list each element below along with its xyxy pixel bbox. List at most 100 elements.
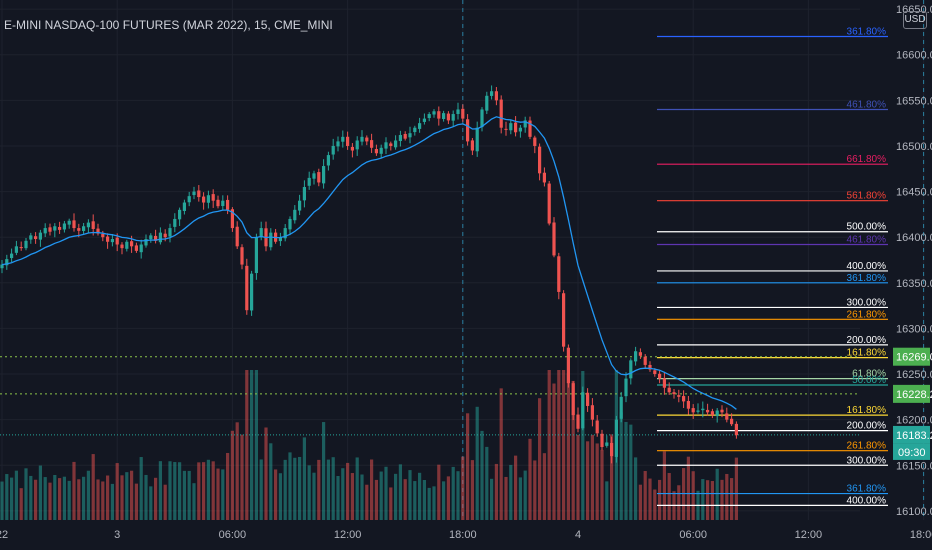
volume-bar (134, 483, 138, 520)
candle-body (34, 236, 38, 240)
candle-body (158, 232, 162, 243)
volume-bar (0, 481, 4, 520)
price-tick-label: 16450.00 (896, 187, 932, 199)
volume-bar (710, 481, 714, 520)
candle-body (586, 392, 590, 406)
candle-body (446, 113, 450, 121)
candle-body (14, 246, 18, 253)
volume-bar (706, 480, 710, 520)
price-tag-box (893, 384, 930, 403)
volume-bar (120, 475, 124, 520)
time-tick-label: 18:00 (910, 529, 932, 541)
volume-bar (691, 471, 695, 520)
volume-bar (346, 462, 350, 520)
fib-level-label: 61.80% (852, 369, 886, 380)
candle-body (77, 228, 81, 231)
candle-body (302, 187, 306, 201)
candle-body (38, 232, 42, 240)
volume-bar (475, 406, 479, 520)
volume-bar (336, 475, 340, 520)
candle-body (725, 413, 729, 420)
volume-bar (350, 473, 354, 520)
volume-bar (245, 370, 249, 520)
volume-bar (715, 468, 719, 520)
candle-body (110, 239, 114, 243)
candle-body (629, 360, 633, 379)
volume-bar (394, 473, 398, 520)
candle-body (134, 245, 138, 251)
candle-body (672, 392, 676, 395)
volume-bar (485, 446, 489, 520)
volume-bar (619, 412, 623, 520)
candle-body (365, 137, 369, 142)
volume-bar (24, 468, 28, 520)
volume-bar (130, 470, 134, 520)
candle-body (0, 264, 4, 269)
candle-body (235, 226, 239, 247)
volume-bar (149, 486, 153, 520)
price-tag-text: 16228.25 (896, 389, 932, 401)
volume-bar (648, 478, 652, 520)
volume-bar (62, 476, 66, 520)
volume-bar (413, 481, 417, 520)
candle-body (139, 244, 143, 253)
volume-bar (605, 481, 609, 520)
volume-bar (72, 461, 76, 520)
volume-bar (461, 456, 465, 520)
volume-bar (341, 468, 345, 520)
volume-bar (466, 413, 470, 520)
volume-bar (398, 464, 402, 520)
candle-body (53, 226, 57, 231)
volume-bar (581, 370, 585, 520)
volume-bar (730, 478, 734, 520)
candle-body (595, 420, 599, 434)
price-tick-label: 16250.00 (896, 369, 932, 381)
volume-bar (557, 370, 561, 520)
volume-bar (634, 457, 638, 520)
time-tick-label: 12:00 (334, 529, 362, 541)
fib-level-label: 561.80% (847, 191, 887, 202)
candle-body (590, 405, 594, 420)
candle-body (504, 128, 508, 130)
volume-bar (514, 455, 518, 520)
candle-body (216, 199, 220, 207)
price-tick-label: 16200.00 (896, 415, 932, 427)
volume-bar (518, 477, 522, 520)
candle-body (470, 140, 474, 151)
volume-bar (720, 479, 724, 520)
candle-body (86, 222, 90, 228)
volume-bar (187, 470, 191, 520)
price-tag-text: 16269.00 (896, 352, 932, 364)
volume-bar (566, 373, 570, 520)
price-tick-label: 16500.00 (896, 141, 932, 153)
candle-body (29, 235, 33, 240)
volume-bar (67, 480, 71, 520)
candle-body (326, 155, 330, 166)
candle-body (638, 352, 642, 356)
candle-body (480, 109, 484, 128)
fib-level-label: 261.80% (847, 441, 887, 452)
price-axis[interactable]: 16100.00 16150.00 16200.00 16250.00 16300.00… (896, 4, 932, 518)
volume-bar (360, 474, 364, 520)
countdown-text: 09:30 (898, 447, 926, 459)
volume-bar (499, 388, 503, 520)
volume-bar (701, 479, 705, 520)
volume-bar (182, 470, 186, 520)
candle-body (451, 114, 455, 121)
candle-body (576, 414, 580, 429)
candle-body (518, 127, 522, 132)
volume-bar (240, 434, 244, 520)
volume-bar (86, 470, 90, 520)
volume-bar (158, 461, 162, 520)
volume-bar (403, 479, 407, 520)
volume-bar (77, 479, 81, 520)
candle-body (614, 419, 618, 457)
candle-body (202, 196, 206, 203)
candle-body (533, 137, 537, 146)
currency-badge[interactable]: USD (903, 11, 927, 29)
candle-body (547, 183, 551, 224)
candle-body (706, 409, 710, 413)
price-tick-label: 16400.00 (896, 232, 932, 244)
